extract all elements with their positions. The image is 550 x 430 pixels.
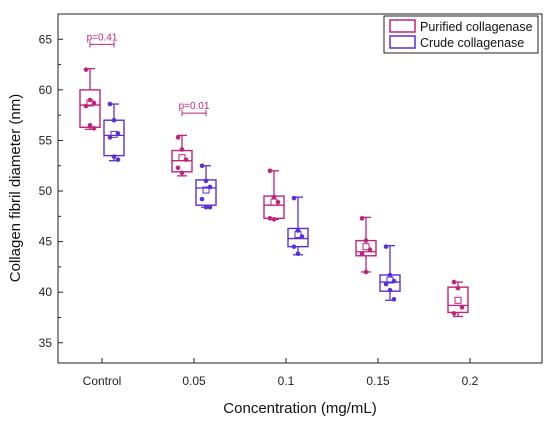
data-point [359, 251, 365, 257]
legend-label-crude: Crude collagenase [420, 36, 524, 50]
box-purified [355, 216, 377, 275]
box-crude [379, 244, 401, 302]
data-point [203, 178, 209, 184]
box-purified [79, 67, 101, 131]
legend-swatch-purified [389, 19, 416, 33]
data-point [179, 147, 185, 152]
box-purified [171, 134, 193, 177]
box-iqr [447, 286, 469, 314]
x-axis-title: Concentration (mg/mL) [223, 400, 376, 417]
x-tick-label: Control [83, 374, 122, 388]
annotations: p=0.41 p=0.01 [87, 32, 210, 117]
box-iqr [103, 119, 125, 157]
y-tick-label: 40 [39, 285, 53, 299]
box-purified [447, 279, 469, 318]
data-point [363, 238, 369, 243]
box-mean-marker [362, 243, 370, 251]
x-tick-label: 0.15 [366, 374, 390, 388]
data-point [91, 100, 97, 106]
box-mean-marker [202, 186, 210, 194]
data-point [91, 126, 97, 131]
data-point [451, 279, 457, 285]
y-tick-label: 65 [39, 32, 53, 46]
data-point [83, 103, 89, 109]
y-tick-label: 55 [39, 133, 53, 147]
data-point [391, 296, 397, 302]
box-crude [103, 101, 125, 162]
p-value-bracket: p=0.41 [87, 32, 118, 48]
data-point [203, 204, 209, 210]
data-point [383, 244, 389, 249]
y-tick-label: 35 [39, 336, 53, 350]
x-tick-label: 0.2 [462, 374, 479, 388]
data-point [455, 285, 461, 291]
data-point [387, 272, 393, 278]
data-point [363, 269, 369, 275]
box-purified [263, 168, 285, 222]
data-point [271, 217, 277, 222]
data-point [359, 216, 365, 221]
data-point [295, 228, 301, 233]
data-point [267, 168, 273, 174]
data-point [115, 131, 121, 136]
box-iqr [79, 89, 101, 128]
x-tick-label: 0.1 [278, 374, 295, 388]
plot-frame [57, 13, 543, 364]
y-tick-label: 50 [39, 184, 53, 198]
box-series [79, 67, 469, 318]
data-point [87, 97, 93, 103]
data-point [207, 184, 213, 190]
y-axis: 35 40 45 50 55 60 65 [39, 13, 63, 350]
data-point [183, 157, 189, 162]
data-point [107, 135, 113, 140]
y-axis-title: Collagen fibril diameter (nm) [7, 94, 24, 282]
data-point [199, 163, 205, 169]
box-mean-marker [454, 296, 462, 304]
data-point [367, 247, 373, 253]
data-point [291, 195, 297, 201]
data-point [83, 67, 89, 72]
data-point [207, 204, 213, 210]
x-tick-label: 0.05 [182, 374, 206, 388]
data-point [267, 216, 273, 221]
box-crude [287, 195, 309, 257]
legend: Purified collagenase Crude collagenase [383, 15, 539, 54]
p-value-label: p=0.01 [179, 101, 210, 112]
data-point [179, 170, 185, 176]
legend-swatch-crude [389, 35, 416, 49]
data-point [111, 117, 117, 123]
y-tick-label: 45 [39, 235, 53, 249]
data-point [199, 196, 205, 202]
data-point [383, 281, 389, 287]
legend-label-purified: Purified collagenase [420, 20, 533, 34]
data-point [87, 122, 93, 128]
p-value-label: p=0.41 [87, 32, 118, 43]
y-tick-label: 60 [39, 83, 53, 97]
box-crude [195, 163, 217, 210]
p-value-bracket: p=0.01 [179, 101, 210, 117]
data-point [271, 194, 277, 200]
data-point [291, 244, 297, 249]
x-axis: Control 0.05 0.1 0.15 0.2 [83, 358, 479, 388]
data-point [387, 287, 393, 293]
data-point [175, 135, 181, 140]
data-point [115, 157, 121, 162]
data-point [451, 311, 457, 316]
data-point [175, 165, 181, 171]
data-point [391, 278, 397, 284]
data-point [275, 199, 281, 205]
legend-box [383, 15, 539, 54]
data-point [459, 305, 465, 310]
data-point [111, 154, 117, 159]
data-point [107, 101, 113, 107]
data-point [299, 234, 305, 239]
data-point [295, 251, 301, 257]
